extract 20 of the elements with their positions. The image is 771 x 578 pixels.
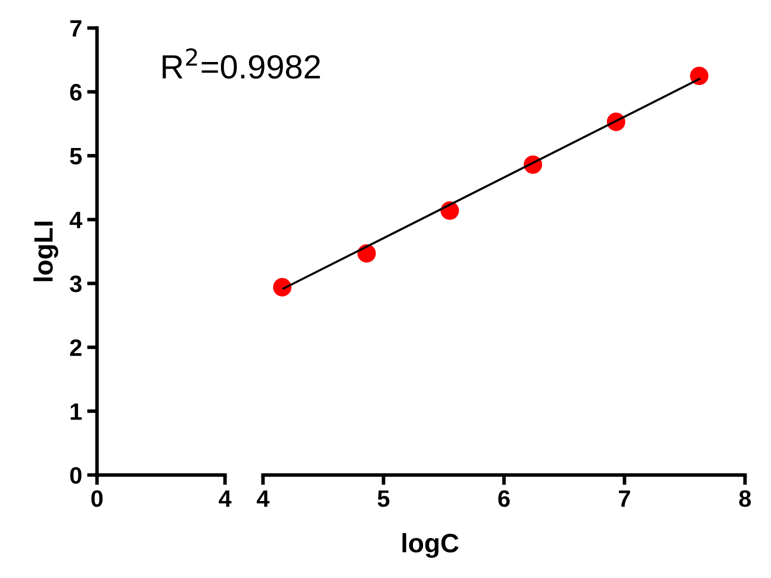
y-tick-label: 5: [70, 148, 82, 164]
y-tick-label: 1: [70, 403, 82, 420]
x-tick-label: 7: [618, 490, 630, 507]
x-tick-label: 6: [498, 490, 510, 507]
y-axis-title: logLI: [33, 222, 58, 282]
y-tick-label: 7: [70, 20, 82, 37]
x-tick-label: 4: [256, 490, 270, 507]
y-tick-label: 0: [70, 467, 82, 484]
x-tick-label: 5: [378, 490, 390, 507]
x-tick-label: 4: [218, 490, 232, 507]
y-tick-label: 6: [70, 84, 82, 101]
x-axis-title: logC: [402, 533, 459, 558]
point: [690, 66, 708, 86]
y-tick-label: 3: [70, 275, 82, 292]
y-tick-label: 2: [70, 339, 82, 356]
point: [273, 278, 292, 296]
y-tick-label: 4: [70, 212, 82, 228]
x-tick-label: 8: [739, 490, 751, 507]
x-tick-label: 0: [91, 490, 103, 507]
annotation: R$^{2}$=0.9982: [162, 48, 320, 79]
